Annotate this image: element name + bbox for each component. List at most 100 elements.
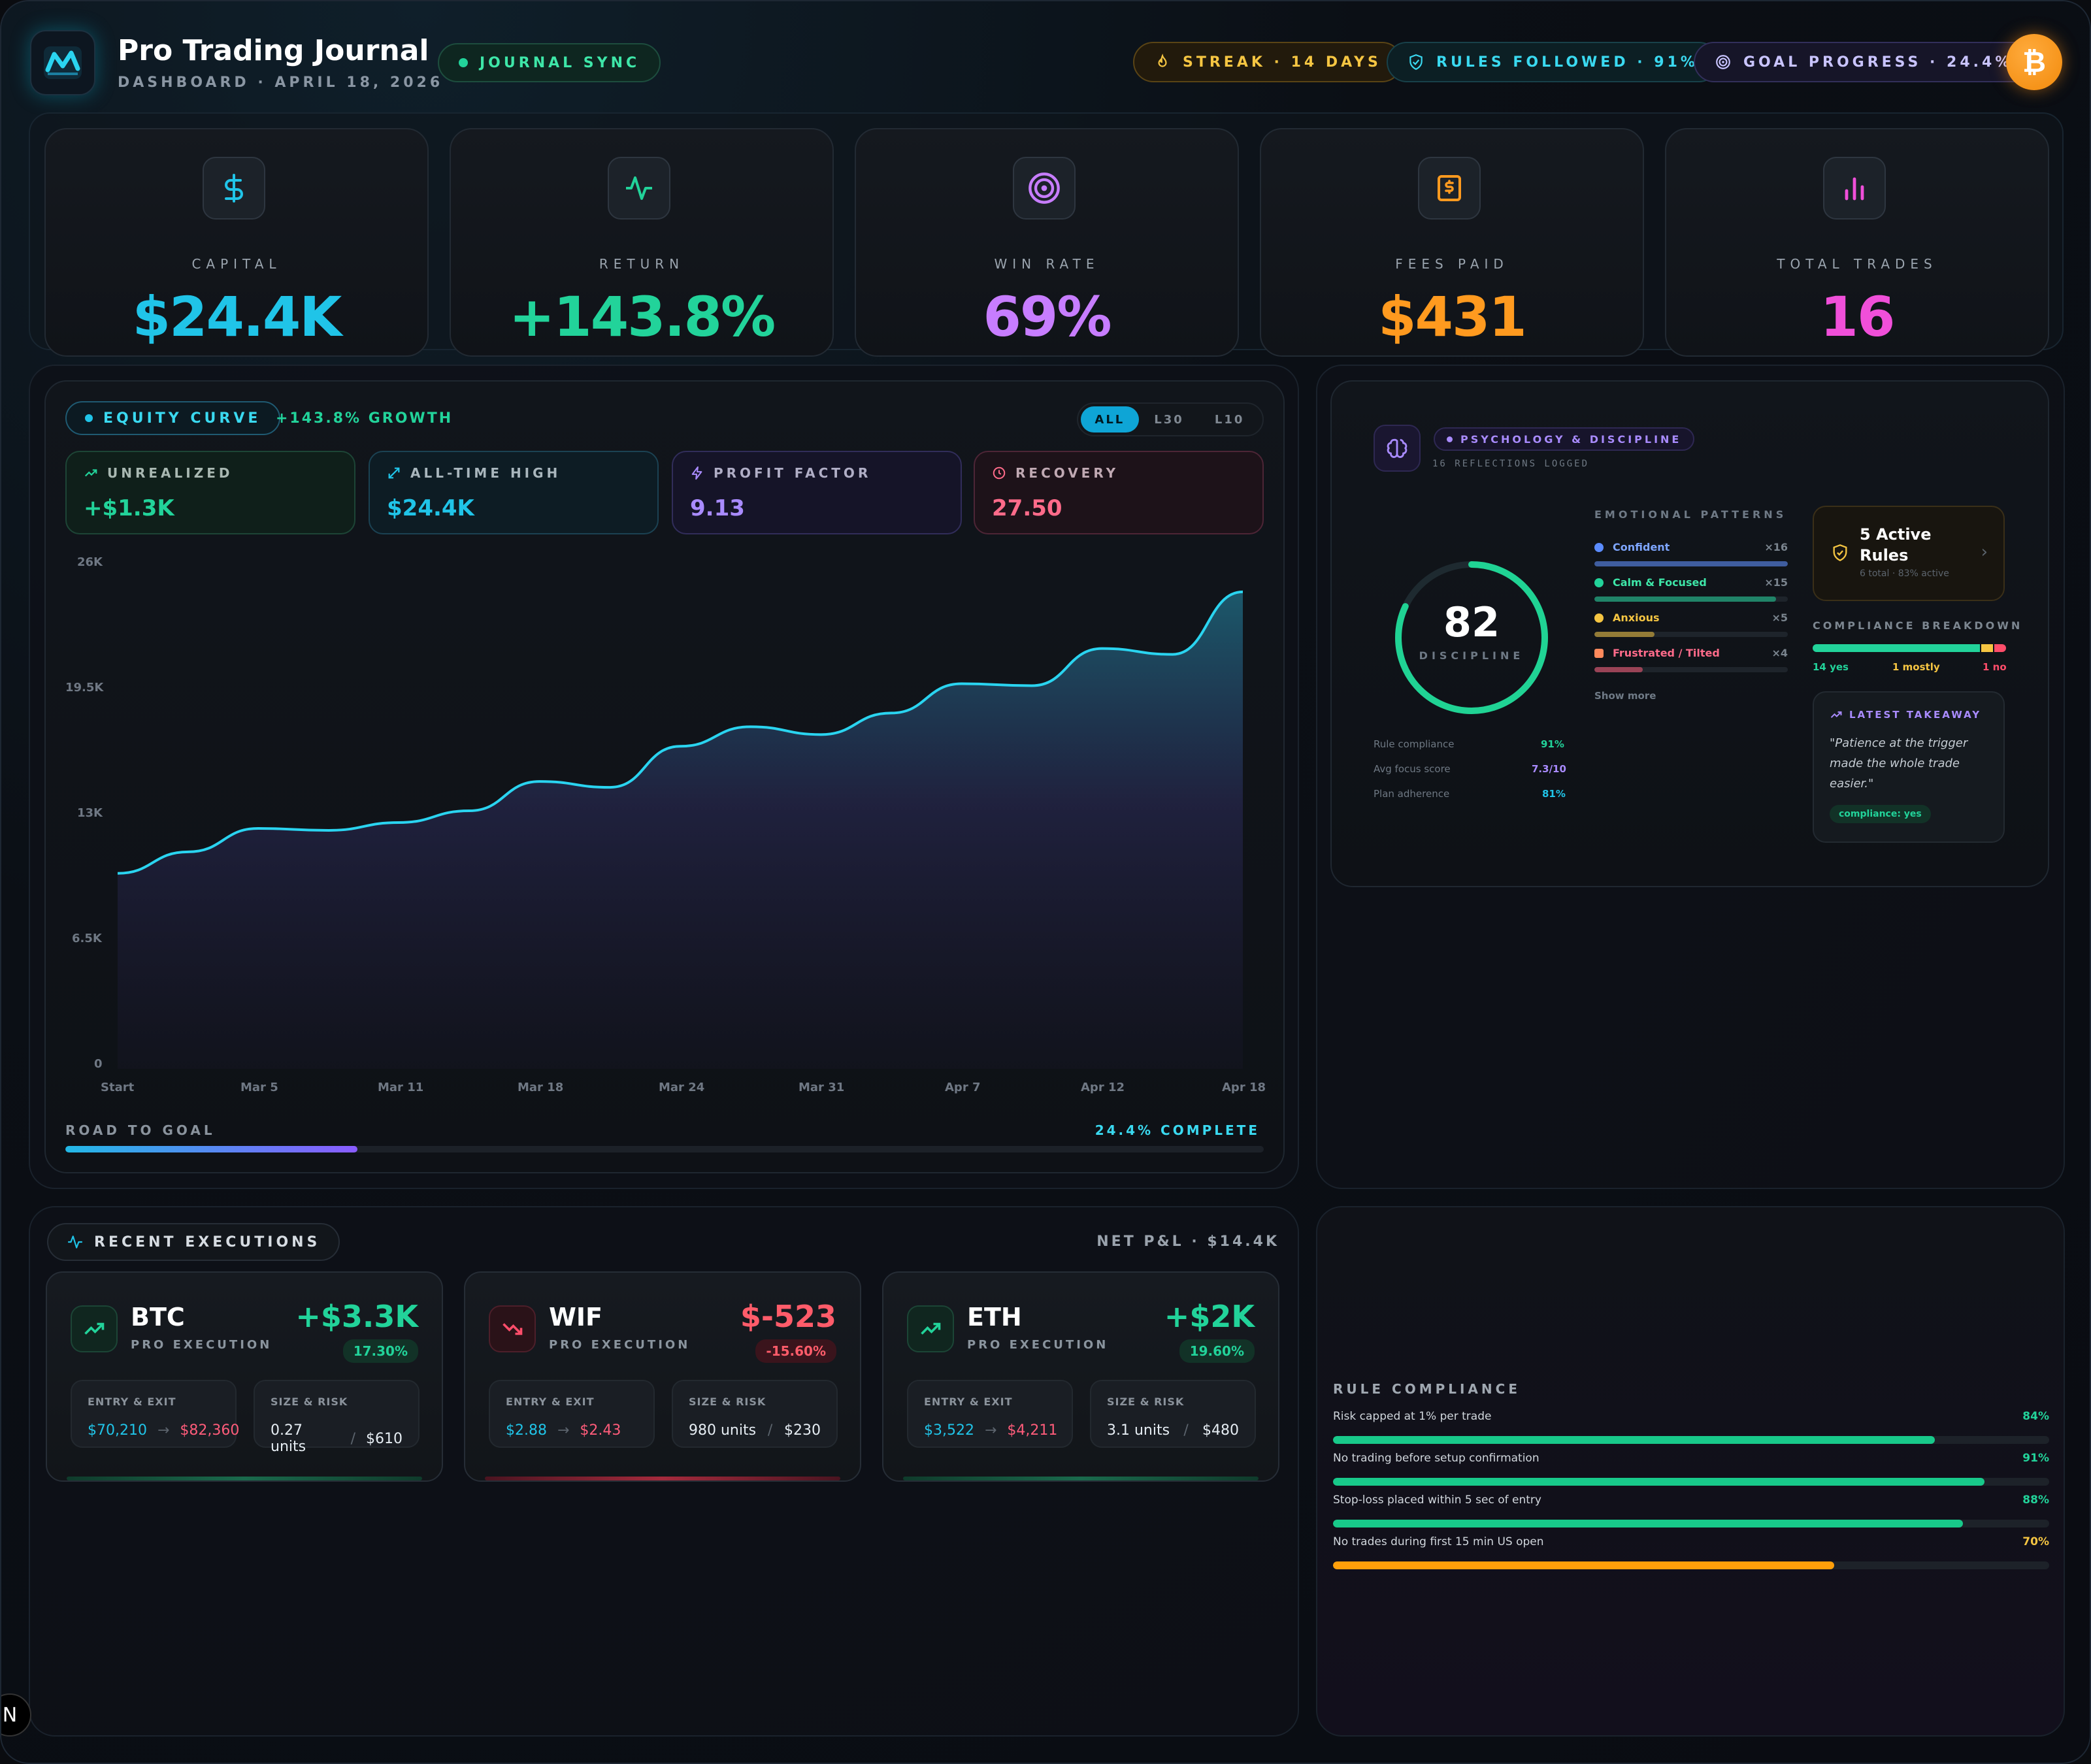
- equity-point[interactable]: [397, 821, 401, 825]
- active-rules-card[interactable]: 5 Active Rules 6 total · 83% active ›: [1813, 506, 2005, 601]
- equity-point[interactable]: [327, 828, 331, 832]
- stat-value: $24.4K: [132, 285, 342, 349]
- takeaway-tag: compliance: yes: [1830, 805, 1931, 823]
- show-more-link[interactable]: Show more: [1594, 690, 1656, 702]
- app-title: Pro Trading Journal: [118, 34, 429, 67]
- metric-unrealized[interactable]: UNREALIZED +$1.3K: [65, 451, 355, 534]
- psychology-title-badge: PSYCHOLOGY & DISCIPLINE: [1434, 427, 1695, 451]
- pattern-label: Anxious: [1613, 612, 1660, 624]
- breakdown-yes-segment: [1813, 644, 1980, 652]
- trend-up-icon: [84, 469, 97, 477]
- size-risk-label: SIZE & RISK: [1107, 1396, 1185, 1408]
- divider-slash: /: [1183, 1422, 1189, 1439]
- rule-row[interactable]: No trading before setup confirmation 91%: [1333, 1452, 2049, 1486]
- size-risk-box: SIZE & RISK 0.27 units / $610: [254, 1380, 420, 1455]
- size-risk-label: SIZE & RISK: [689, 1396, 766, 1408]
- rule-label: No trades during first 15 min US open: [1333, 1535, 1544, 1548]
- discipline-ring-arc: [1395, 561, 1548, 714]
- rule-row[interactable]: No trades during first 15 min US open 70%: [1333, 1535, 2049, 1569]
- equity-point[interactable]: [889, 711, 893, 715]
- range-l30-button[interactable]: L30: [1154, 412, 1184, 427]
- card-accent: [485, 1477, 840, 1480]
- pattern-bar: [1594, 632, 1788, 637]
- execution-card-wif[interactable]: WIF PRO EXECUTION $-523 -15.60% ENTRY & …: [464, 1271, 861, 1482]
- stats-row: CAPITAL $24.4K RETURN +143.8% WIN RATE 6…: [29, 112, 2064, 357]
- receipt-icon: [1418, 157, 1481, 220]
- equity-point[interactable]: [960, 682, 964, 686]
- execution-subtitle: PRO EXECUTION: [967, 1338, 1109, 1352]
- sync-label: JOURNAL SYNC: [480, 54, 640, 71]
- risk-amount: $230: [784, 1422, 821, 1439]
- metric-label-row: PROFIT FACTOR: [690, 465, 944, 481]
- pattern-confident[interactable]: Confident ×16: [1594, 541, 1788, 566]
- stat-card-total-trades[interactable]: TOTAL TRADES 16: [1665, 128, 2049, 357]
- journal-sync-badge[interactable]: JOURNAL SYNC: [438, 43, 661, 82]
- pattern-calm-focused[interactable]: Calm & Focused ×15: [1594, 576, 1788, 602]
- entry-exit-box: ENTRY & EXIT $3,522 → $4,211: [907, 1380, 1073, 1448]
- equity-growth: +143.8% GROWTH: [276, 410, 453, 427]
- execution-card-eth[interactable]: ETH PRO EXECUTION +$2K 19.60% ENTRY & EX…: [882, 1271, 1279, 1482]
- equity-point[interactable]: [256, 826, 260, 830]
- pattern-anxious[interactable]: Anxious ×5: [1594, 612, 1788, 637]
- nextjs-badge[interactable]: N: [1, 1693, 31, 1737]
- stat-label: CAPITAL: [191, 256, 282, 272]
- range-all-button[interactable]: ALL: [1081, 406, 1139, 433]
- takeaway-quote: "Patience at the trigger made the whole …: [1830, 736, 1968, 791]
- entry-exit-label: ENTRY & EXIT: [506, 1396, 595, 1408]
- stat-card-fees-paid[interactable]: FEES PAID $431: [1260, 128, 1644, 357]
- range-l10-button[interactable]: L10: [1214, 412, 1245, 427]
- equity-chart[interactable]: [118, 561, 1244, 1069]
- stat-label: TOTAL TRADES: [1777, 256, 1937, 272]
- goal-progress-badge[interactable]: GOAL PROGRESS · 24.4%: [1694, 42, 2034, 82]
- equity-point[interactable]: [186, 850, 190, 854]
- arrow-right-icon: →: [557, 1422, 570, 1439]
- app-logo[interactable]: [30, 30, 95, 95]
- equity-point[interactable]: [1100, 647, 1104, 651]
- stat-card-capital[interactable]: CAPITAL $24.4K: [44, 128, 429, 357]
- pattern-frustrated[interactable]: Frustrated / Tilted ×4: [1594, 647, 1788, 672]
- stat-value: $431: [1378, 285, 1527, 349]
- metric-label: UNREALIZED: [107, 465, 233, 481]
- execution-card-btc[interactable]: BTC PRO EXECUTION +$3.3K 17.30% ENTRY & …: [46, 1271, 443, 1482]
- metric-value: $24.4K: [387, 495, 474, 521]
- rule-row[interactable]: Risk capped at 1% per trade 84%: [1333, 1410, 2049, 1444]
- equity-point[interactable]: [467, 809, 471, 813]
- metric-recovery[interactable]: RECOVERY 27.50: [974, 451, 1264, 534]
- executions-title-badge: RECENT EXECUTIONS: [47, 1223, 340, 1261]
- equity-point[interactable]: [1030, 684, 1034, 688]
- stat-card-return[interactable]: RETURN +143.8%: [450, 128, 834, 357]
- net-pnl-label: NET P&L · $14.4K: [1096, 1233, 1279, 1250]
- breakdown-no-segment: [1994, 644, 2006, 652]
- equity-point[interactable]: [1170, 653, 1174, 657]
- streak-badge[interactable]: STREAK · 14 DAYS: [1133, 42, 1402, 82]
- metric-profit-factor[interactable]: PROFIT FACTOR 9.13: [672, 451, 962, 534]
- execution-pnl: +$3.3K: [295, 1299, 418, 1334]
- equity-point[interactable]: [608, 785, 612, 789]
- psychology-title: PSYCHOLOGY & DISCIPLINE: [1460, 433, 1682, 446]
- y-tick: 6.5K: [72, 932, 102, 945]
- metric-value: +$1.3K: [84, 495, 174, 521]
- trend-up-icon: [907, 1305, 954, 1352]
- metric-all-time-high[interactable]: ALL-TIME HIGH $24.4K: [369, 451, 659, 534]
- rule-row[interactable]: Stop-loss placed within 5 sec of entry 88…: [1333, 1494, 2049, 1527]
- rule-label: Risk capped at 1% per trade: [1333, 1410, 1492, 1423]
- metric-label: RECOVERY: [1015, 465, 1119, 481]
- takeaway-title: LATEST TAKEAWAY: [1849, 709, 1982, 721]
- psychology-subtitle: 16 REFLECTIONS LOGGED: [1432, 459, 1590, 469]
- discipline-score: 82: [1443, 598, 1500, 646]
- pattern-label: Calm & Focused: [1613, 576, 1707, 589]
- equity-point[interactable]: [749, 725, 753, 728]
- position-size: 3.1 units: [1107, 1422, 1170, 1439]
- equity-point[interactable]: [678, 744, 682, 748]
- stat-label: WIN RATE: [994, 256, 1100, 272]
- bolt-icon: [691, 466, 702, 480]
- rule-track: [1333, 1520, 2049, 1527]
- bar-chart-icon: [1823, 157, 1886, 220]
- equity-title-badge: EQUITY CURVE: [65, 401, 281, 435]
- stat-card-win-rate[interactable]: WIN RATE 69%: [855, 128, 1239, 357]
- equity-point[interactable]: [538, 779, 542, 783]
- bitcoin-avatar[interactable]: ₿: [2006, 34, 2062, 90]
- activity-icon: [68, 1235, 82, 1249]
- rules-followed-badge[interactable]: RULES FOLLOWED · 91%: [1387, 42, 1719, 82]
- equity-point[interactable]: [819, 732, 823, 736]
